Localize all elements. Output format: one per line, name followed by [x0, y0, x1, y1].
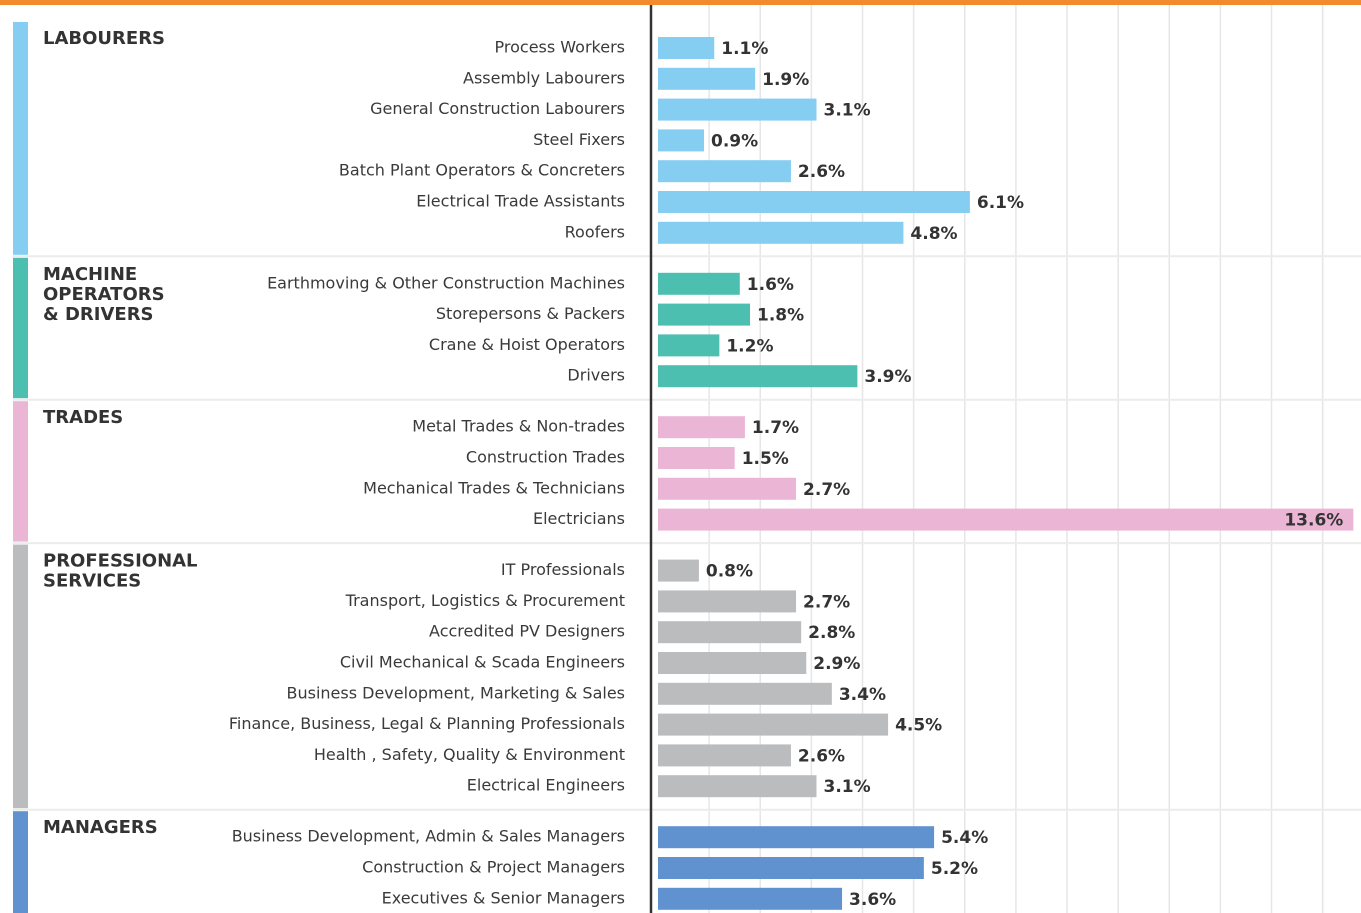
- bar: [658, 272, 740, 295]
- category-label: Construction Trades: [466, 448, 625, 467]
- group-strip: [13, 257, 28, 399]
- group-name: OPERATORS: [43, 284, 165, 305]
- chart-body: LABOURERS Process Workers 1.1% Assembly Lab…: [13, 22, 1361, 913]
- group-name: & DRIVERS: [43, 304, 154, 325]
- value-label: 3.1%: [823, 777, 870, 797]
- value-label: 2.9%: [813, 654, 860, 674]
- bar: [658, 590, 797, 613]
- value-label: 4.5%: [895, 716, 942, 736]
- category-label: Business Development, Admin & Sales Mana…: [232, 827, 625, 846]
- group-name: TRADES: [43, 407, 123, 428]
- value-label: 3.1%: [823, 101, 870, 121]
- value-label: 1.9%: [762, 70, 809, 90]
- bar: [658, 826, 935, 849]
- bar: [658, 365, 858, 388]
- category-label: Health , Safety, Quality & Environment: [314, 745, 625, 764]
- category-label: Finance, Business, Legal & Planning Prof…: [229, 714, 625, 733]
- category-label: General Construction Labourers: [370, 99, 625, 118]
- value-label: 0.8%: [706, 562, 753, 582]
- category-label: Storepersons & Packers: [436, 304, 625, 323]
- bar: [658, 682, 832, 705]
- value-label: 3.4%: [839, 685, 886, 705]
- category-label: Roofers: [565, 222, 625, 241]
- category-label: Metal Trades & Non-trades: [412, 417, 625, 436]
- group-name: PROFESSIONAL: [43, 551, 198, 572]
- value-label: 3.9%: [864, 367, 911, 387]
- value-label: 1.5%: [742, 449, 789, 469]
- bar: [658, 303, 751, 326]
- category-label: Electrical Trade Assistants: [416, 192, 625, 211]
- value-label: 2.7%: [803, 480, 850, 500]
- value-label: 2.6%: [798, 746, 845, 766]
- group-strip: [13, 811, 28, 913]
- category-label: Batch Plant Operators & Concreters: [339, 161, 625, 180]
- bar: [658, 887, 843, 910]
- value-label: 1.1%: [721, 39, 768, 59]
- bar: [658, 160, 791, 183]
- value-label: 1.7%: [752, 418, 799, 438]
- value-label: 5.2%: [931, 859, 978, 879]
- bar: [658, 559, 699, 582]
- group-name: MACHINE: [43, 264, 137, 285]
- category-label: Electricians: [533, 509, 625, 528]
- bar: [658, 652, 807, 674]
- bar: [658, 621, 802, 644]
- bar: [658, 37, 715, 59]
- bar: [658, 508, 1354, 531]
- value-label: 5.4%: [941, 828, 988, 848]
- category-label: Process Workers: [495, 38, 625, 57]
- bar: [658, 447, 735, 469]
- category-label: Earthmoving & Other Construction Machine…: [267, 273, 625, 292]
- value-label: 0.9%: [711, 131, 758, 151]
- group-strip: [13, 22, 28, 255]
- category-label: Business Development, Marketing & Sales: [287, 683, 626, 702]
- bar: [658, 191, 970, 213]
- group-name: SERVICES: [43, 571, 141, 592]
- group-name: MANAGERS: [43, 817, 158, 838]
- bar: [658, 221, 904, 244]
- category-label: Construction & Project Managers: [362, 858, 625, 877]
- bar: [658, 416, 745, 439]
- value-label: 1.6%: [747, 275, 794, 295]
- value-label: 2.6%: [798, 162, 845, 182]
- bar: [658, 477, 797, 500]
- group-name: LABOURERS: [43, 28, 165, 49]
- value-label: 2.7%: [803, 592, 850, 612]
- grid: [708, 5, 1324, 913]
- category-label: Crane & Hoist Operators: [429, 335, 625, 354]
- category-label: IT Professionals: [501, 560, 625, 579]
- value-label: 3.6%: [849, 890, 896, 910]
- bar: [658, 98, 817, 121]
- category-label: Steel Fixers: [533, 130, 625, 149]
- value-label: 1.8%: [757, 306, 804, 326]
- value-label: 4.8%: [910, 224, 957, 244]
- category-label: Electrical Engineers: [467, 776, 625, 795]
- bar: [658, 775, 817, 798]
- group-strip: [13, 544, 28, 809]
- category-label: Accredited PV Designers: [429, 622, 625, 641]
- category-label: Executives & Senior Managers: [382, 888, 625, 907]
- bar: [658, 713, 889, 736]
- value-label: 2.8%: [808, 623, 855, 643]
- category-label: Transport, Logistics & Procurement: [345, 591, 625, 610]
- bar: [658, 334, 720, 357]
- value-label: 1.2%: [726, 336, 773, 356]
- value-label: 13.6%: [1284, 511, 1343, 531]
- bar: [658, 129, 705, 152]
- category-label: Mechanical Trades & Technicians: [363, 478, 625, 497]
- category-label: Assembly Labourers: [463, 68, 625, 87]
- bar: [658, 744, 791, 767]
- bar: [658, 857, 924, 879]
- category-label: Civil Mechanical & Scada Engineers: [340, 653, 625, 672]
- bar: [658, 67, 756, 90]
- group-strip: [13, 401, 28, 542]
- category-label: Drivers: [567, 366, 625, 385]
- value-label: 6.1%: [977, 193, 1024, 213]
- top-bar: [0, 0, 1361, 5]
